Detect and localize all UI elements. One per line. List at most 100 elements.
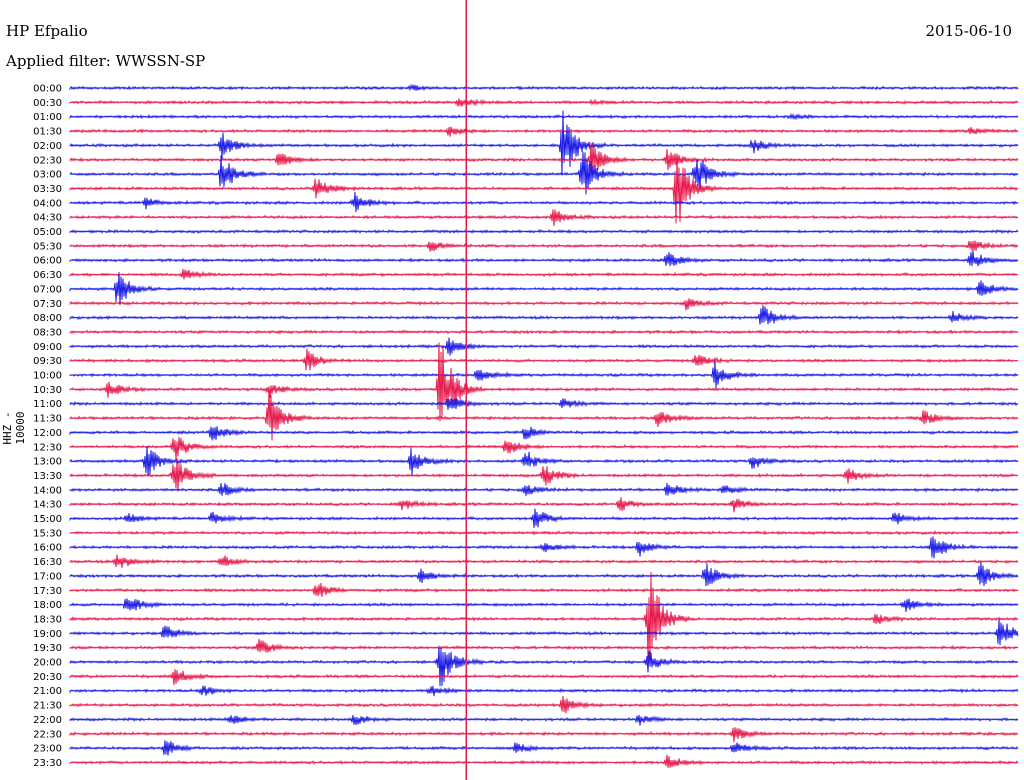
time-tick-label: 10:30	[33, 385, 62, 396]
trace-line	[69, 436, 1019, 461]
trace-line	[69, 645, 1019, 687]
time-tick-label: 05:30	[33, 241, 62, 252]
trace-line	[69, 329, 1019, 335]
trace-line	[69, 582, 1019, 597]
trace-line	[69, 112, 1019, 121]
trace-line	[69, 619, 1019, 646]
trace-line	[69, 348, 1019, 371]
trace-line	[69, 191, 1019, 213]
trace-line	[69, 727, 1019, 743]
time-tick-label: 18:00	[33, 600, 62, 611]
time-tick-label: 15:30	[33, 528, 62, 539]
time-tick-label: 02:00	[33, 141, 62, 152]
trace-line	[69, 754, 1019, 769]
time-tick-label: 03:30	[33, 184, 62, 195]
time-tick-label: 12:30	[33, 442, 62, 453]
time-tick-label: 08:30	[33, 327, 62, 338]
time-tick-label: 16:30	[33, 557, 62, 568]
time-tick-label: 13:30	[33, 471, 62, 482]
trace-line	[69, 554, 1019, 569]
time-tick-label: 14:30	[33, 500, 62, 511]
time-tick-label: 01:30	[33, 127, 62, 138]
trace-line	[69, 337, 1019, 356]
time-tick-label: 21:30	[33, 701, 62, 712]
trace-line	[69, 397, 1019, 410]
time-tick-label: 19:00	[33, 629, 62, 640]
time-tick-label: 12:00	[33, 428, 62, 439]
trace-line	[69, 571, 1019, 661]
trace-line	[69, 110, 1019, 176]
time-tick-label: 07:00	[33, 284, 62, 295]
time-tick-label: 11:30	[33, 414, 62, 425]
trace-line	[69, 740, 1019, 756]
trace-line	[69, 598, 1019, 613]
time-tick-label: 09:30	[33, 356, 62, 367]
time-tick-label: 21:00	[33, 686, 62, 697]
trace-line	[69, 562, 1019, 587]
trace-line	[69, 482, 1019, 496]
trace-line	[69, 530, 1019, 536]
time-tick-label: 03:00	[33, 170, 62, 181]
time-tick-label: 05:00	[33, 227, 62, 238]
time-tick-label: 01:00	[33, 112, 62, 123]
trace-line	[69, 536, 1019, 559]
trace-line	[69, 126, 1019, 137]
trace-line	[69, 151, 1019, 195]
time-tick-label: 16:00	[33, 543, 62, 554]
applied-filter: Applied filter: WWSSN-SP	[6, 52, 206, 70]
time-tick-label: 04:30	[33, 213, 62, 224]
trace-line	[69, 83, 1019, 92]
trace-line	[69, 142, 1019, 174]
time-tick-label: 17:30	[33, 586, 62, 597]
trace-line	[69, 459, 1019, 492]
trace-line	[69, 714, 1019, 726]
trace-line	[69, 272, 1019, 305]
time-tick-label: 06:00	[33, 256, 62, 267]
trace-line	[69, 240, 1019, 252]
trace-line	[69, 361, 1019, 389]
time-tick-label: 09:00	[33, 342, 62, 353]
trace-line	[69, 209, 1019, 227]
station-name: HP Efpalio	[6, 22, 88, 40]
time-tick-label: 23:00	[33, 744, 62, 755]
trace-line	[69, 497, 1019, 513]
trace-line	[69, 426, 1019, 441]
trace-line	[69, 342, 1019, 422]
time-tick-label: 13:00	[33, 457, 62, 468]
time-tick-label: 07:30	[33, 299, 62, 310]
time-tick-label: 02:30	[33, 155, 62, 166]
time-tick-label: 06:30	[33, 270, 62, 281]
trace-line	[69, 388, 1019, 441]
time-tick-label: 20:00	[33, 658, 62, 669]
trace-line	[69, 268, 1019, 280]
trace-line	[69, 153, 1019, 224]
trace-line	[69, 250, 1019, 267]
time-tick-label: 22:30	[33, 729, 62, 740]
trace-line	[69, 446, 1019, 477]
time-tick-label: 15:00	[33, 514, 62, 525]
trace-line	[69, 98, 1019, 107]
trace-line	[69, 685, 1019, 697]
time-tick-label: 04:00	[33, 198, 62, 209]
time-tick-label: 10:00	[33, 371, 62, 382]
trace-line	[69, 695, 1019, 714]
time-tick-label: 22:00	[33, 715, 62, 726]
trace-line	[69, 228, 1019, 235]
trace-line	[69, 638, 1019, 653]
time-tick-label: 20:30	[33, 672, 62, 683]
time-tick-label: 11:00	[33, 399, 62, 410]
time-tick-label: 00:30	[33, 98, 62, 109]
trace-line	[69, 508, 1019, 528]
trace-line	[69, 298, 1019, 311]
time-tick-label: 18:30	[33, 614, 62, 625]
time-tick-label: 17:00	[33, 571, 62, 582]
time-tick-label: 23:30	[33, 758, 62, 769]
trace-line	[69, 669, 1019, 685]
trace-line	[69, 305, 1019, 325]
plot-date: 2015-06-10	[925, 22, 1012, 40]
time-tick-label: 19:30	[33, 643, 62, 654]
time-tick-label: 08:00	[33, 313, 62, 324]
time-tick-label: 14:00	[33, 485, 62, 496]
time-tick-label: 00:00	[33, 84, 62, 95]
